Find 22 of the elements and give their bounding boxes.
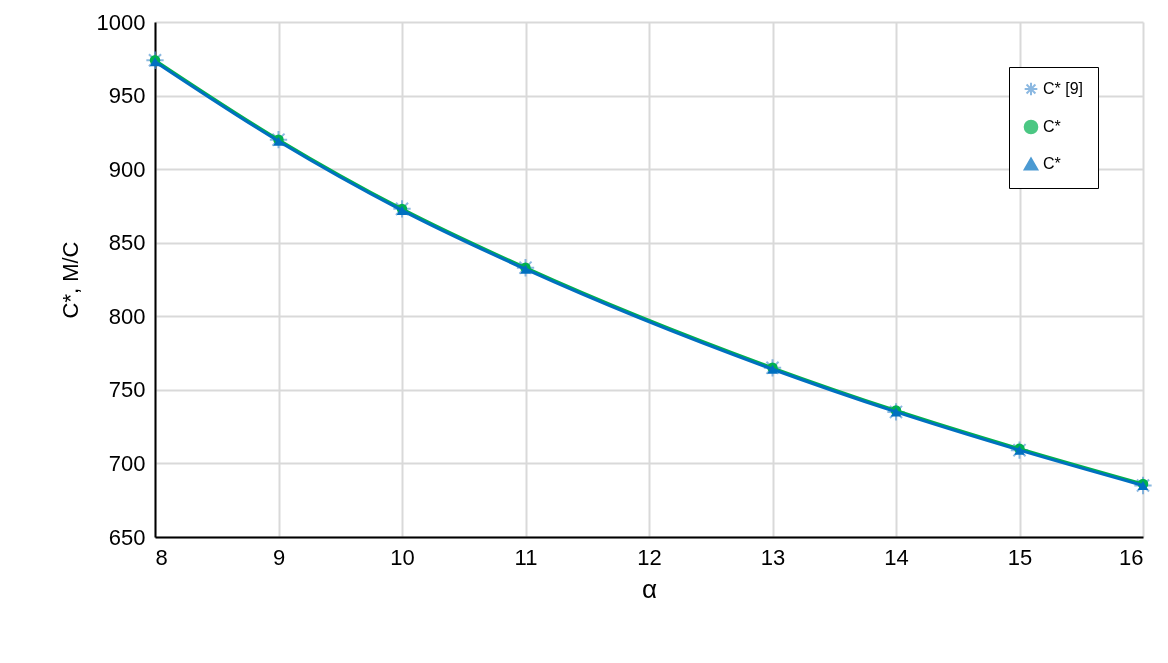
legend-label: C* [9] xyxy=(1043,80,1084,97)
y-tick-label: 1000 xyxy=(96,9,146,35)
x-tick-label: 9 xyxy=(272,544,286,570)
x-tick-label: 10 xyxy=(390,544,415,570)
y-axis-title: C*, М/С xyxy=(57,241,83,319)
x-axis-title: α xyxy=(641,573,658,604)
y-tick-label: 700 xyxy=(108,450,146,476)
y-tick-label: 950 xyxy=(108,83,146,109)
legend-label: C* xyxy=(1043,118,1061,135)
x-tick-label: 11 xyxy=(514,544,538,570)
y-tick-label: 800 xyxy=(108,303,146,329)
x-tick-label: 13 xyxy=(760,544,786,570)
x-tick-label: 16 xyxy=(1119,544,1144,570)
y-tick-label: 650 xyxy=(108,524,146,550)
y-tick-label: 850 xyxy=(108,230,146,256)
legend-label: C* xyxy=(1043,155,1061,172)
y-tick-label: 900 xyxy=(108,156,146,182)
y-tick-label: 750 xyxy=(108,377,146,403)
x-tick-label: 8 xyxy=(155,544,168,570)
x-tick-label: 15 xyxy=(1007,544,1033,570)
x-tick-label: 12 xyxy=(637,544,662,570)
x-tick-label: 14 xyxy=(884,544,909,570)
